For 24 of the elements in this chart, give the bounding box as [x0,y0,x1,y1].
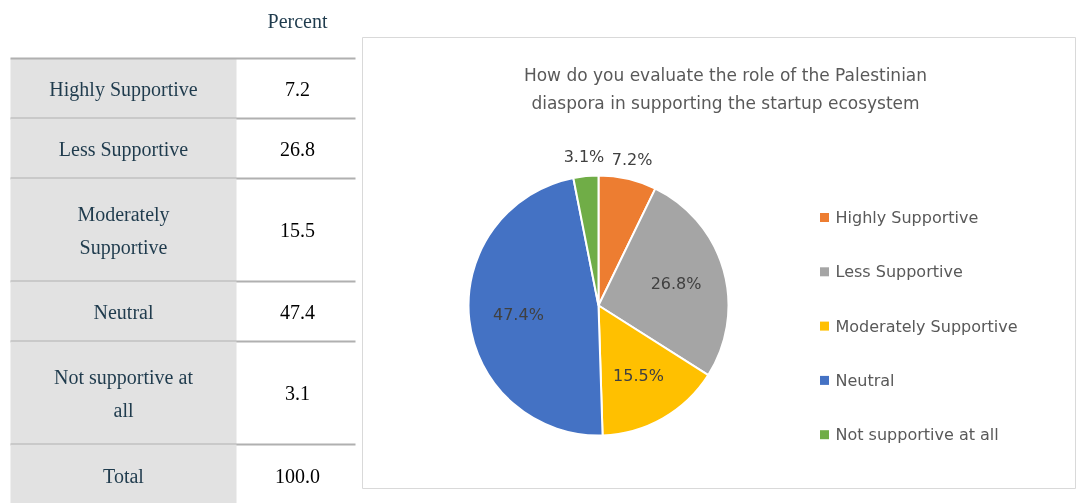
category-label: Moderately Supportive [77,202,170,259]
legend-label: Moderately Supportive [835,316,1018,336]
data-label: 3.1% [563,147,605,167]
legend-label: Neutral [835,370,895,390]
data-label: 26.8 [280,137,315,160]
legend-label: Less Supportive [835,262,963,282]
data-label: 7.2 [285,77,310,100]
data-label: 26.8% [650,274,702,293]
category-label: Highly Supportive [49,77,198,101]
legend-label: Not supportive at all [835,425,999,445]
data-label: 15.5 [280,219,315,241]
data-label: 3.1 [285,382,310,404]
chart-title: How do you evaluate the role of the Palestinian diaspora in supporting the startup ecosystem [523,64,928,113]
text: 100.0 [275,465,320,487]
category-label: Less Supportive [58,137,189,161]
category-label: Not supportive at all [54,365,194,421]
data-label: 7.2% [611,150,653,170]
data-label: 47.4 [280,300,315,323]
text: Total [103,465,145,487]
category-label: Neutral [93,300,154,323]
text: Percent [267,9,328,32]
data-label: 15.5% [613,366,664,386]
data-label: 47.4% [493,305,544,325]
legend-label: Highly Supportive [835,208,979,227]
